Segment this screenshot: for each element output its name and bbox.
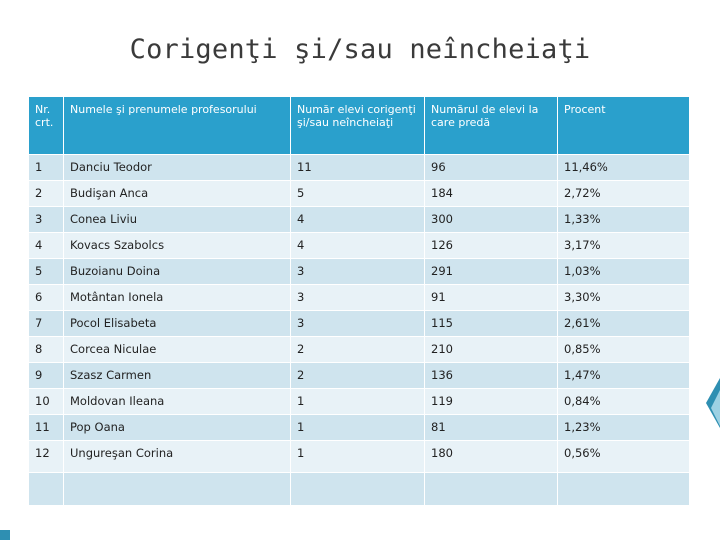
- decorative-corner-shape: [0, 530, 10, 540]
- cell-students: 126: [424, 232, 558, 259]
- table-row: 2 Budişan Anca 5 184 2,72%: [28, 180, 690, 207]
- table-row: 7 Pocol Elisabeta 3 115 2,61%: [28, 310, 690, 337]
- cell-nr: 8: [28, 336, 64, 363]
- cell-teacher: Moldovan Ileana: [63, 388, 291, 415]
- cell-empty: [63, 472, 291, 506]
- cell-students: 115: [424, 310, 558, 337]
- cell-students: 81: [424, 414, 558, 441]
- table-row: 12 Ungureşan Corina 1 180 0,56%: [28, 440, 690, 473]
- cell-students: 119: [424, 388, 558, 415]
- cell-nr: 4: [28, 232, 64, 259]
- cell-failing: 3: [290, 284, 425, 311]
- cell-students: 91: [424, 284, 558, 311]
- table-row: 9 Szasz Carmen 2 136 1,47%: [28, 362, 690, 389]
- cell-percent: 1,33%: [557, 206, 690, 233]
- cell-percent: 0,56%: [557, 440, 690, 473]
- cell-failing: 1: [290, 414, 425, 441]
- cell-students: 136: [424, 362, 558, 389]
- grades-table: Nr. crt. Numele şi prenumele profesorulu…: [28, 96, 690, 506]
- cell-empty: [290, 472, 425, 506]
- cell-teacher: Motântan Ionela: [63, 284, 291, 311]
- cell-percent: 1,23%: [557, 414, 690, 441]
- cell-teacher: Pocol Elisabeta: [63, 310, 291, 337]
- cell-nr: 11: [28, 414, 64, 441]
- header-nr-crt: Nr. crt.: [28, 96, 64, 155]
- slide-title: Corigenţi şi/sau neîncheiaţi: [129, 34, 591, 65]
- cell-nr: 6: [28, 284, 64, 311]
- cell-students: 210: [424, 336, 558, 363]
- cell-percent: 0,84%: [557, 388, 690, 415]
- cell-students: 96: [424, 154, 558, 181]
- cell-nr: 7: [28, 310, 64, 337]
- cell-students: 180: [424, 440, 558, 473]
- cell-percent: 1,47%: [557, 362, 690, 389]
- cell-percent: 1,03%: [557, 258, 690, 285]
- cell-nr: 3: [28, 206, 64, 233]
- cell-students: 300: [424, 206, 558, 233]
- cell-teacher: Conea Liviu: [63, 206, 291, 233]
- header-percent: Procent: [557, 96, 690, 155]
- cell-nr: 5: [28, 258, 64, 285]
- cell-students: 184: [424, 180, 558, 207]
- cell-percent: 3,17%: [557, 232, 690, 259]
- table-row: 6 Motântan Ionela 3 91 3,30%: [28, 284, 690, 311]
- cell-empty: [557, 472, 690, 506]
- cell-teacher: Pop Oana: [63, 414, 291, 441]
- table-header-row: Nr. crt. Numele şi prenumele profesorulu…: [28, 96, 690, 155]
- cell-teacher: Danciu Teodor: [63, 154, 291, 181]
- cell-failing: 3: [290, 258, 425, 285]
- cell-failing: 2: [290, 336, 425, 363]
- cell-nr: 10: [28, 388, 64, 415]
- cell-failing: 11: [290, 154, 425, 181]
- header-teacher-name: Numele şi prenumele profesorului: [63, 96, 291, 155]
- cell-nr: 2: [28, 180, 64, 207]
- table-row: 5 Buzoianu Doina 3 291 1,03%: [28, 258, 690, 285]
- cell-teacher: Szasz Carmen: [63, 362, 291, 389]
- cell-students: 291: [424, 258, 558, 285]
- cell-teacher: Kovacs Szabolcs: [63, 232, 291, 259]
- cell-empty: [28, 472, 64, 506]
- cell-percent: 3,30%: [557, 284, 690, 311]
- table-row-empty: [28, 472, 690, 506]
- table-row: 8 Corcea Niculae 2 210 0,85%: [28, 336, 690, 363]
- cell-failing: 5: [290, 180, 425, 207]
- cell-failing: 2: [290, 362, 425, 389]
- cell-teacher: Buzoianu Doina: [63, 258, 291, 285]
- cell-teacher: Budişan Anca: [63, 180, 291, 207]
- cell-percent: 2,72%: [557, 180, 690, 207]
- cell-teacher: Ungureşan Corina: [63, 440, 291, 473]
- cell-percent: 2,61%: [557, 310, 690, 337]
- table-row: 11 Pop Oana 1 81 1,23%: [28, 414, 690, 441]
- cell-nr: 1: [28, 154, 64, 181]
- cell-failing: 4: [290, 206, 425, 233]
- cell-nr: 12: [28, 440, 64, 473]
- table-row: 3 Conea Liviu 4 300 1,33%: [28, 206, 690, 233]
- header-failing-count: Număr elevi corigenţi şi/sau neîncheiaţi: [290, 96, 425, 155]
- header-students-taught: Numărul de elevi la care predă: [424, 96, 558, 155]
- cell-failing: 3: [290, 310, 425, 337]
- cell-empty: [424, 472, 558, 506]
- cell-teacher: Corcea Niculae: [63, 336, 291, 363]
- table-row: 4 Kovacs Szabolcs 4 126 3,17%: [28, 232, 690, 259]
- table-row: 10 Moldovan Ileana 1 119 0,84%: [28, 388, 690, 415]
- cell-nr: 9: [28, 362, 64, 389]
- cell-failing: 1: [290, 440, 425, 473]
- cell-failing: 4: [290, 232, 425, 259]
- cell-failing: 1: [290, 388, 425, 415]
- table-row: 1 Danciu Teodor 11 96 11,46%: [28, 154, 690, 181]
- cell-percent: 0,85%: [557, 336, 690, 363]
- cell-percent: 11,46%: [557, 154, 690, 181]
- decorative-arrow-shape-light: [711, 390, 720, 426]
